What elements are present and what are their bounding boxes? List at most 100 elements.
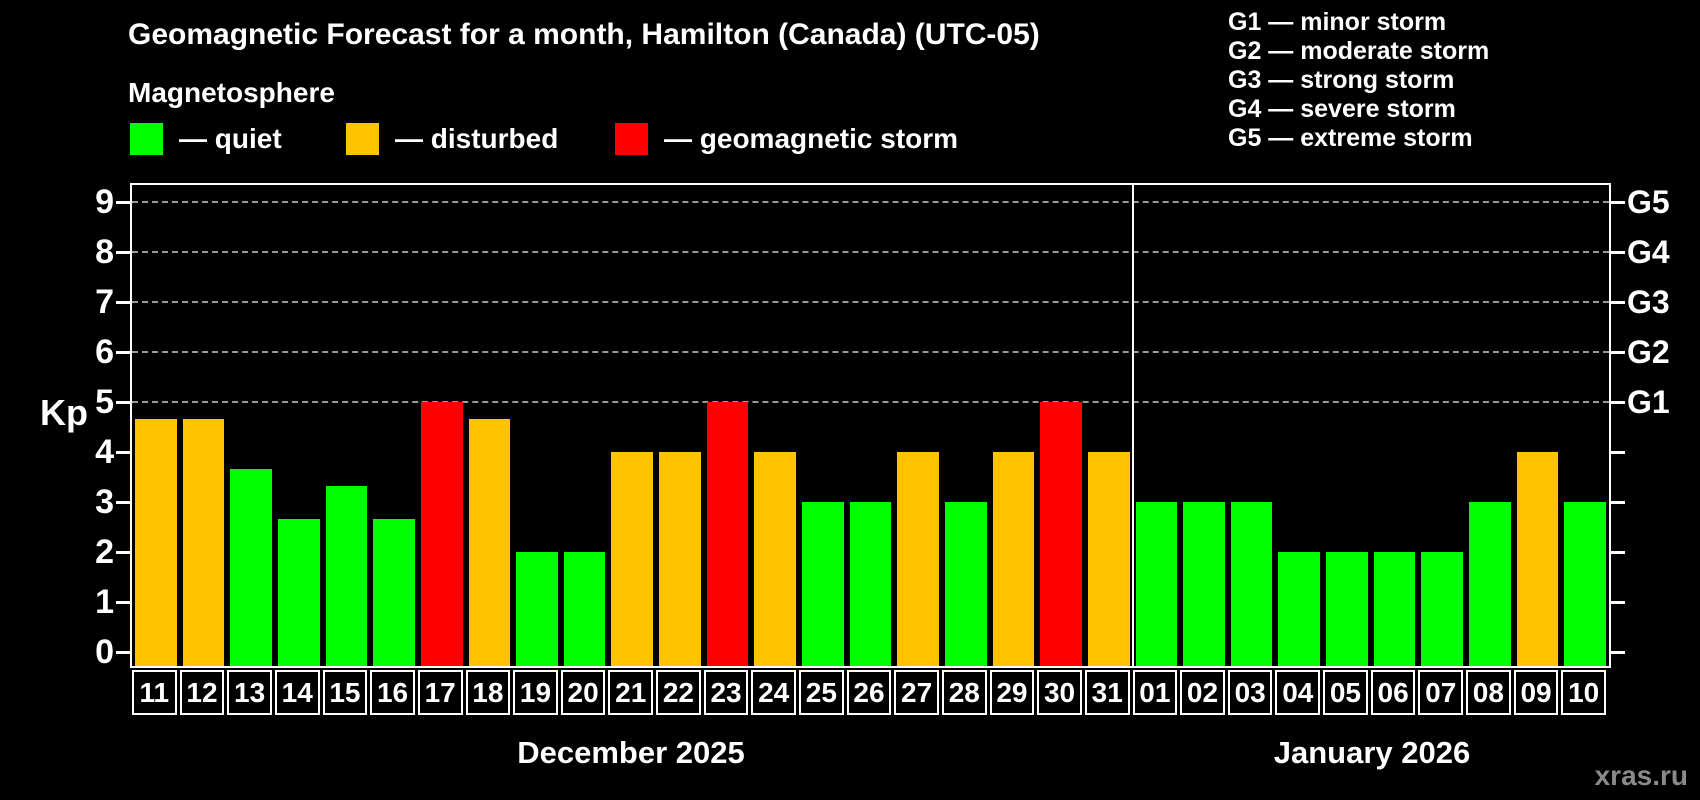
kp-bar-19	[516, 552, 558, 666]
day-label-box-17: 17	[417, 670, 463, 715]
day-label-box-05: 05	[1323, 670, 1368, 715]
day-label-box-09: 09	[1513, 670, 1559, 715]
g-legend-line-g3: G3 — strong storm	[1228, 66, 1455, 94]
kp-bar-09	[1516, 452, 1559, 666]
day-label-box-23: 23	[703, 670, 749, 715]
day-label-box-30: 30	[1037, 670, 1082, 715]
y-tick-left-5	[116, 401, 130, 404]
month-separator	[1131, 185, 1134, 666]
kp-bar-06	[1373, 552, 1416, 666]
y-tick-right-0	[1611, 651, 1625, 654]
day-label-box-20: 20	[560, 670, 606, 715]
y-tick-left-3	[116, 501, 130, 504]
kp-bar-30	[1040, 402, 1082, 666]
day-label-box-28: 28	[941, 670, 987, 715]
kp-bar-07	[1421, 552, 1464, 666]
y-tick-right-7	[1611, 301, 1625, 304]
legend-label-quiet: — quiet	[179, 123, 282, 154]
y-tick-left-2	[116, 551, 130, 554]
day-label-box-10: 10	[1561, 670, 1606, 715]
gridline-kp8	[132, 251, 1609, 253]
y-tick-right-6	[1611, 351, 1625, 354]
y-tick-label-5: 5	[95, 383, 114, 421]
day-label-box-07: 07	[1418, 670, 1464, 715]
gridline-kp7	[132, 301, 1609, 303]
y-tick-right-2	[1611, 551, 1625, 554]
day-label-box-31: 31	[1084, 670, 1130, 715]
day-label-box-27: 27	[894, 670, 939, 715]
legend-item-storm: — geomagnetic storm	[615, 122, 958, 156]
plot-inner: 0 1 2 3 4 5 6 7 8 9 G1 G2 G3 G4 G5	[95, 183, 1670, 671]
x-axis-day-labels: 11 12 13 14 15 16 17 18 19 20 21 22 23 24 25 26 27 28 29 30…	[132, 670, 1609, 717]
storm-color-swatch	[615, 123, 648, 155]
kp-bar-28	[944, 502, 987, 666]
kp-bar-05	[1326, 552, 1368, 666]
kp-bar-26	[849, 502, 892, 666]
watermark-xras: xras.ru	[1594, 760, 1688, 791]
kp-bar-29	[992, 452, 1035, 666]
kp-bar-21	[611, 452, 654, 666]
day-label-box-21: 21	[608, 670, 654, 715]
kp-bar-11	[135, 418, 177, 666]
day-label-box-29: 29	[989, 670, 1035, 715]
disturbed-color-swatch	[346, 123, 379, 155]
kp-bar-17	[420, 402, 463, 666]
g-legend-line-g1: G1 — minor storm	[1228, 8, 1447, 36]
day-label-box-01: 01	[1132, 670, 1178, 715]
y-tick-right-3	[1611, 501, 1625, 504]
y-tick-label-4: 4	[95, 433, 114, 471]
right-axis-label-g1: G1	[1627, 384, 1670, 420]
kp-bar-24	[754, 452, 797, 666]
y-tick-label-1: 1	[95, 583, 114, 621]
y-tick-left-6	[116, 351, 130, 354]
y-tick-right-4	[1611, 451, 1625, 454]
right-axis-label-g2: G2	[1627, 334, 1670, 370]
kp-bar-12	[182, 418, 225, 666]
kp-bar-03	[1230, 502, 1273, 666]
y-tick-right-5	[1611, 401, 1625, 404]
g-legend-line-g5: G5 — extreme storm	[1228, 124, 1473, 152]
y-tick-label-9: 9	[95, 183, 114, 221]
gridline-kp9	[132, 201, 1609, 203]
y-tick-right-8	[1611, 251, 1625, 254]
y-tick-label-6: 6	[95, 333, 114, 371]
chart-title: Geomagnetic Forecast for a month, Hamilt…	[128, 18, 1040, 51]
gridline-kp5	[132, 401, 1609, 403]
y-tick-right-9	[1611, 201, 1625, 204]
legend-item-disturbed: — disturbed	[346, 122, 558, 156]
y-tick-label-3: 3	[95, 483, 114, 521]
kp-bar-14	[277, 518, 320, 666]
kp-bar-27	[897, 452, 939, 666]
kp-bar-13	[230, 468, 272, 666]
y-tick-left-1	[116, 601, 130, 604]
kp-bar-04	[1278, 552, 1321, 666]
y-tick-label-0: 0	[95, 633, 114, 671]
y-tick-left-0	[116, 651, 130, 654]
day-label-box-13: 13	[227, 670, 272, 715]
day-label-box-11: 11	[132, 670, 177, 715]
y-tick-left-7	[116, 301, 130, 304]
kp-bar-23	[706, 402, 749, 666]
day-label-box-24: 24	[751, 670, 797, 715]
y-tick-label-7: 7	[95, 283, 114, 321]
kp-bar-20	[563, 552, 606, 666]
kp-bar-16	[373, 518, 415, 666]
y-tick-label-8: 8	[95, 233, 114, 271]
kp-bar-31	[1087, 452, 1130, 666]
day-label-box-15: 15	[322, 670, 368, 715]
y-axis-label-kp: Kp	[40, 392, 88, 433]
g-scale-legend: G1 — minor storm G2 — moderate storm G3 …	[1228, 8, 1489, 153]
kp-bar-01	[1135, 502, 1178, 666]
legend-label-storm: — geomagnetic storm	[664, 123, 959, 154]
plot-area: 0 1 2 3 4 5 6 7 8 9 G1 G2 G3 G4 G5	[95, 183, 1670, 671]
kp-bar-18	[468, 418, 511, 666]
day-label-box-12: 12	[179, 670, 225, 715]
day-label-box-04: 04	[1275, 670, 1321, 715]
g-legend-line-g4: G4 — severe storm	[1228, 95, 1456, 123]
y-tick-right-1	[1611, 601, 1625, 604]
y-tick-left-4	[116, 451, 130, 454]
day-label-box-16: 16	[370, 670, 415, 715]
legend-label-disturbed: — disturbed	[395, 123, 559, 154]
month-label-december: December 2025	[517, 735, 745, 770]
